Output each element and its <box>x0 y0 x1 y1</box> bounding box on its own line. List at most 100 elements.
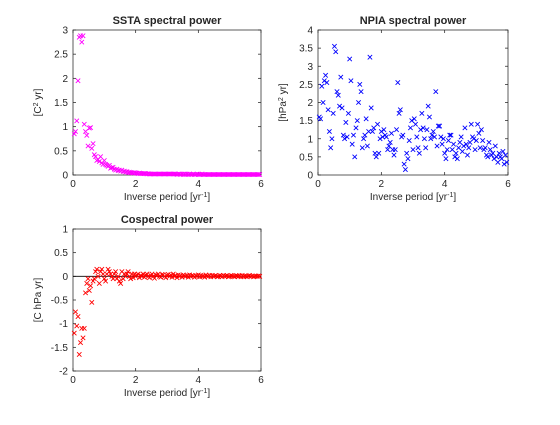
data-point <box>339 105 345 111</box>
data-point <box>453 150 459 156</box>
data-point <box>447 132 453 138</box>
data-point <box>466 145 472 151</box>
y-tick-label: 2 <box>307 98 313 109</box>
data-point <box>163 275 169 281</box>
data-point <box>439 141 445 147</box>
data-point <box>501 161 507 167</box>
data-point <box>81 325 87 331</box>
data-point <box>348 78 354 84</box>
data-point <box>394 127 400 133</box>
data-point <box>357 81 363 87</box>
x-axis-label: Inverse period [yr-1] <box>124 388 211 400</box>
data-point <box>368 105 374 111</box>
data-point <box>458 134 464 140</box>
data-point <box>396 110 402 116</box>
data-point <box>482 145 488 151</box>
data-point <box>443 156 449 162</box>
data-point <box>71 131 77 137</box>
data-point <box>386 143 392 149</box>
data-point <box>490 150 496 156</box>
data-point <box>426 114 432 120</box>
x-tick-label: 6 <box>258 179 264 190</box>
data-point <box>320 99 326 106</box>
data-point <box>79 39 85 45</box>
chart-title: NPIA spectral power <box>360 15 467 27</box>
data-point <box>75 314 81 320</box>
data-point <box>257 273 263 279</box>
data-point <box>435 123 441 129</box>
data-point <box>416 150 422 156</box>
data-point <box>383 134 389 140</box>
data-point <box>378 128 384 135</box>
data-point <box>349 141 355 147</box>
data-point <box>85 143 91 149</box>
data-point <box>457 139 463 145</box>
y-tick-label: 0 <box>62 272 68 283</box>
plot-area <box>72 228 262 372</box>
data-point <box>75 78 81 84</box>
data-point <box>411 116 417 122</box>
data-point <box>375 121 381 127</box>
data-point <box>257 171 263 178</box>
data-point <box>90 141 96 147</box>
data-point <box>179 274 185 280</box>
data-point <box>425 103 431 109</box>
data-point <box>325 107 331 113</box>
data-point <box>342 136 348 142</box>
chart-panel-2: 0 2 4 6 0 0.5 1 1.5 2 2.5 3 3.5 4 NPIA spectral power… <box>278 15 512 203</box>
x-axis-label: Inverse period [yr-1] <box>370 192 457 204</box>
data-point <box>401 161 407 167</box>
data-point <box>98 154 104 160</box>
data-point <box>89 145 95 151</box>
data-point <box>103 278 109 284</box>
y-tick-label: 0.5 <box>54 248 68 259</box>
data-point <box>116 278 122 284</box>
data-point <box>91 276 97 282</box>
data-point <box>93 269 99 275</box>
data-point <box>502 152 508 158</box>
data-point <box>388 130 394 136</box>
data-point <box>345 110 351 116</box>
data-point <box>445 138 451 144</box>
data-point <box>376 150 382 156</box>
data-point <box>486 139 492 145</box>
data-point <box>358 89 364 95</box>
y-tick-label: 2.5 <box>54 50 68 61</box>
chart-panel-1: 0 2 4 6 0 0.5 1 1.5 2 2.5 3 SSTA spectral power Inve… <box>33 15 265 203</box>
data-point <box>492 143 498 149</box>
data-point <box>476 130 482 136</box>
data-point <box>478 127 484 133</box>
data-point <box>397 107 403 113</box>
data-point <box>464 152 470 158</box>
data-point <box>429 132 435 138</box>
data-point <box>78 340 84 346</box>
data-point <box>409 118 415 124</box>
data-point <box>74 118 80 124</box>
data-point <box>400 132 406 138</box>
y-tick-label: 3 <box>307 62 313 73</box>
data-point <box>89 299 95 305</box>
data-point <box>72 128 79 135</box>
y-axis-label: [C hPa yr] <box>33 278 44 323</box>
data-point <box>96 280 102 286</box>
data-point <box>369 128 375 135</box>
data-point <box>113 269 119 275</box>
data-point <box>141 274 147 280</box>
data-point <box>419 110 425 116</box>
chart-title: Cospectral power <box>121 214 214 226</box>
data-point <box>504 159 510 165</box>
data-point <box>115 273 121 279</box>
y-tick-label: 0 <box>62 171 68 182</box>
y-tick-label: 4 <box>307 26 313 37</box>
data-point <box>340 132 346 138</box>
data-point <box>319 83 325 89</box>
data-point <box>108 271 114 277</box>
data-point <box>88 283 94 289</box>
data-point <box>449 147 455 153</box>
data-point <box>101 276 107 282</box>
data-point <box>428 136 434 142</box>
data-point <box>496 150 502 156</box>
data-point <box>454 156 460 162</box>
